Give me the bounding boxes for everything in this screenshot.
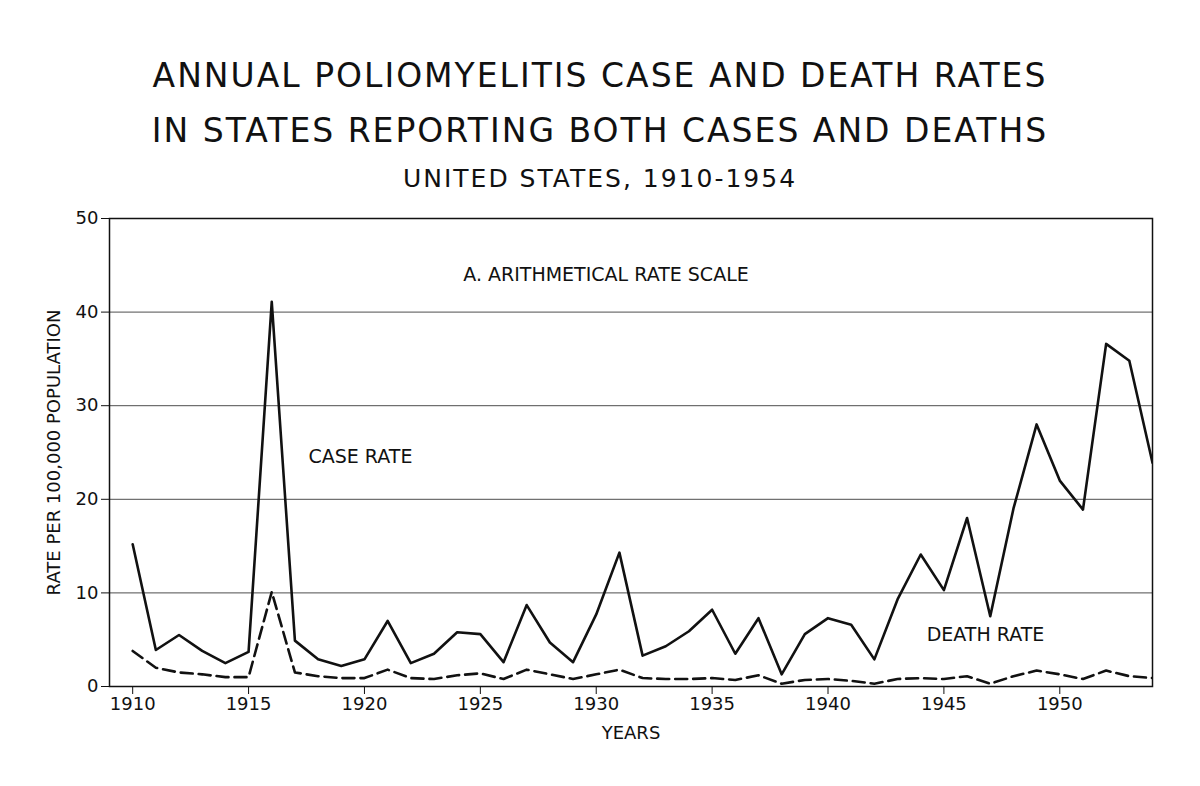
svg-text:1940: 1940 — [805, 693, 851, 714]
html-text:ANNUAL POLIOMYELITIS CASE AND: ANNUAL POLIOMYELITIS CASE AND DEATH RATE… — [151, 56, 1049, 150]
svg-text:1910: 1910 — [110, 693, 156, 714]
svg-text:DEATH RATE: DEATH RATE — [927, 623, 1045, 645]
svg-text:10: 10 — [76, 582, 99, 603]
svg-text:1925: 1925 — [457, 693, 503, 714]
html-text:UNITED STATES, 1910-1954: UNITED STATES, 1910-1954 — [403, 164, 797, 193]
svg-text:50: 50 — [76, 207, 99, 228]
svg-text:CASE RATE: CASE RATE — [309, 445, 413, 467]
svg-text:1915: 1915 — [226, 693, 272, 714]
svg-text:1930: 1930 — [573, 693, 619, 714]
svg-text:YEARS: YEARS — [601, 722, 661, 743]
svg-text:1950: 1950 — [1037, 693, 1083, 714]
svg-text:1935: 1935 — [689, 693, 735, 714]
svg-text:RATE PER 100,000 POPULATION: RATE PER 100,000 POPULATION — [43, 310, 64, 596]
svg-text:20: 20 — [76, 488, 99, 509]
svg-text:0: 0 — [87, 675, 98, 696]
svg-text:1920: 1920 — [342, 693, 388, 714]
svg-text:A. ARITHMETICAL RATE SCALE: A. ARITHMETICAL RATE SCALE — [463, 263, 748, 285]
svg-text:1945: 1945 — [921, 693, 967, 714]
svg-text:40: 40 — [76, 301, 99, 322]
svg-text:30: 30 — [76, 394, 99, 415]
